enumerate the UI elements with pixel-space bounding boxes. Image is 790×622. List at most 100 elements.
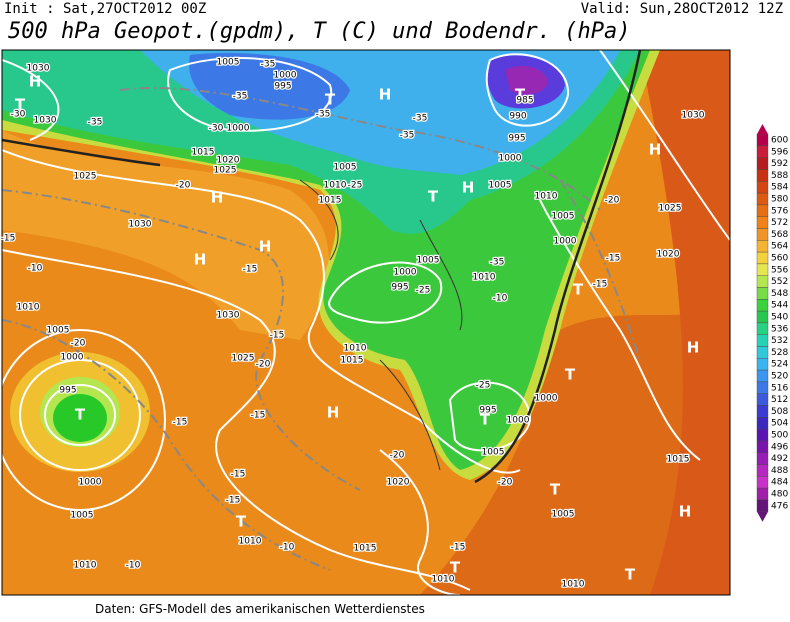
- contour-label: -15: [593, 280, 608, 290]
- color-swatch: [756, 476, 769, 489]
- contour-label: -25: [476, 381, 491, 391]
- color-label: 528: [771, 348, 788, 358]
- color-label: 504: [771, 419, 788, 429]
- contour-label: 1000: [554, 237, 577, 247]
- color-swatch: [756, 381, 769, 394]
- color-swatch: [756, 181, 769, 194]
- color-label: 564: [771, 242, 788, 252]
- contour-label: 1005: [552, 510, 575, 520]
- color-swatch: [756, 251, 769, 265]
- contour-label: 1005: [334, 163, 357, 173]
- color-swatch: [756, 487, 769, 501]
- contour-label: 1030: [129, 220, 152, 230]
- color-swatch: [756, 169, 769, 182]
- color-swatch: [756, 133, 769, 147]
- contour-label: 1015: [354, 544, 377, 554]
- pressure-center: H: [679, 503, 692, 521]
- contour-label: -10: [493, 294, 508, 304]
- pressure-center: H: [29, 73, 42, 91]
- color-label: 576: [771, 206, 788, 216]
- pressure-center: T: [236, 513, 247, 531]
- color-swatch: [756, 240, 769, 253]
- contour-label: 1020: [657, 250, 680, 260]
- contour-label: 1030: [217, 311, 240, 321]
- color-label: 480: [771, 490, 788, 500]
- color-label: 508: [771, 407, 788, 417]
- contour-label: 1005: [71, 511, 94, 521]
- color-label: 556: [771, 265, 788, 275]
- color-swatch: [756, 310, 769, 324]
- color-swatch: [756, 428, 769, 442]
- color-label: 524: [771, 360, 788, 370]
- pressure-center: T: [75, 406, 86, 424]
- contour-label: -35: [490, 258, 505, 268]
- contour-label: -15: [1, 234, 16, 244]
- contour-label: 1010: [17, 303, 40, 313]
- color-label: 520: [771, 372, 788, 382]
- color-swatch: [756, 228, 769, 241]
- contour-label: 1020: [217, 156, 240, 166]
- color-label: 596: [771, 147, 788, 157]
- contour-label: -20: [390, 451, 405, 461]
- color-tip: [757, 124, 768, 135]
- contour-label: -15: [270, 331, 285, 341]
- color-label: 588: [771, 171, 788, 181]
- pressure-center: H: [194, 251, 207, 269]
- pressure-center: H: [327, 404, 340, 422]
- color-label: 492: [771, 454, 788, 464]
- contour-label: -10: [126, 561, 141, 571]
- contour-label: -35: [261, 60, 276, 70]
- contour-label: -20: [498, 478, 513, 488]
- contour-label: 990: [509, 112, 526, 122]
- contour-label: -20: [71, 339, 86, 349]
- color-swatch: [756, 145, 769, 158]
- contour-label: 1005: [489, 181, 512, 191]
- contour-label: 1025: [232, 354, 255, 364]
- contour-label: -30: [11, 110, 26, 120]
- color-swatch: [756, 322, 769, 335]
- color-swatch: [756, 499, 769, 512]
- contour-label: -15: [451, 543, 466, 553]
- contour-label: 995: [479, 406, 496, 416]
- color-label: 600: [771, 136, 788, 146]
- color-label: 512: [771, 395, 788, 405]
- contour-label: 1000: [227, 124, 250, 134]
- pressure-center: H: [649, 141, 662, 159]
- contour-label: 1010: [473, 273, 496, 283]
- contour-label: 1005: [47, 326, 70, 336]
- contour-label: 1000: [274, 71, 297, 81]
- contour-label: 1010: [432, 575, 455, 585]
- color-swatch: [756, 452, 769, 465]
- contour-label: 1000: [79, 478, 102, 488]
- contour-label: 1005: [482, 448, 505, 458]
- contour-label: 1020: [387, 478, 410, 488]
- contour-label: 995: [274, 82, 291, 92]
- contour-label: 1000: [507, 416, 530, 426]
- color-swatch: [756, 417, 769, 430]
- color-label: 488: [771, 466, 788, 476]
- contour-label: -35: [413, 114, 428, 124]
- color-label: 584: [771, 183, 788, 193]
- contour-label: 1000: [394, 268, 417, 278]
- color-label: 560: [771, 254, 788, 264]
- color-label: 540: [771, 313, 788, 323]
- contour-label: -35: [88, 118, 103, 128]
- color-swatch: [756, 405, 769, 418]
- contour-label: 1010: [562, 580, 585, 590]
- color-swatch: [756, 440, 769, 453]
- map-title: 500 hPa Geopot.(gpdm), T (C) und Bodendr…: [8, 19, 631, 44]
- color-label: 580: [771, 195, 788, 205]
- pressure-center: H: [211, 189, 224, 207]
- contour-label: 1015: [341, 356, 364, 366]
- color-swatch: [756, 287, 769, 300]
- contour-label: 1005: [217, 58, 240, 68]
- color-label: 532: [771, 336, 788, 346]
- contour-label: -15: [606, 254, 621, 264]
- pressure-center: H: [462, 179, 475, 197]
- pressure-center: T: [573, 281, 584, 299]
- contour-label: -25: [416, 286, 431, 296]
- contour-label: -15: [173, 418, 188, 428]
- contour-label: 985: [516, 96, 533, 106]
- color-swatch: [756, 299, 769, 312]
